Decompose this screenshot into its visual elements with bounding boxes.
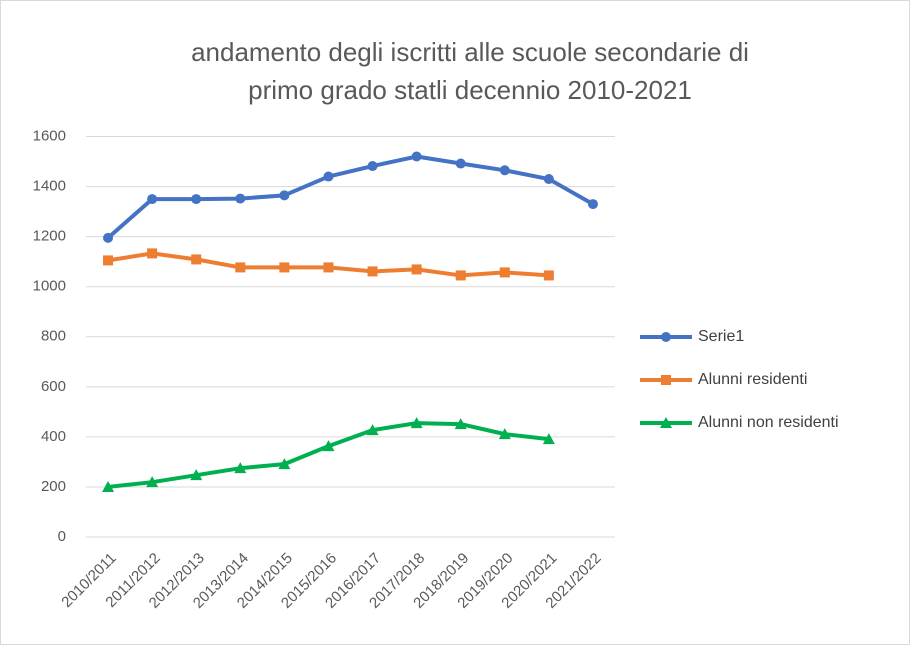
point — [587, 199, 598, 210]
point — [147, 194, 158, 205]
y-tick-label: 600 — [41, 378, 66, 395]
point — [499, 165, 510, 176]
legend-marker — [660, 417, 672, 428]
series-line — [106, 154, 594, 240]
point — [103, 232, 114, 243]
chart-title: primo grado statli decennio 2010-2021 — [248, 75, 692, 105]
point — [454, 418, 467, 430]
point — [323, 171, 334, 182]
point — [455, 158, 466, 169]
point — [542, 433, 555, 445]
y-tick-label: 200 — [41, 478, 66, 495]
legend-label: Alunni non residenti — [698, 414, 839, 431]
point — [411, 151, 422, 162]
point — [235, 193, 246, 204]
point — [147, 248, 158, 259]
point — [367, 161, 378, 172]
y-tick-label: 1200 — [33, 228, 66, 245]
point — [279, 190, 290, 201]
chart-title: andamento degli iscritti alle scuole sec… — [191, 37, 749, 67]
point — [543, 270, 554, 281]
point — [235, 262, 246, 273]
y-tick-label: 1000 — [33, 278, 66, 295]
point — [102, 480, 115, 492]
y-tick-label: 1600 — [33, 127, 66, 144]
point — [455, 270, 466, 281]
legend-marker — [661, 375, 671, 385]
point — [191, 254, 202, 265]
point — [367, 266, 378, 277]
point — [323, 262, 334, 273]
legend-label: Serie1 — [698, 328, 744, 345]
point — [499, 267, 510, 278]
point — [146, 476, 159, 488]
y-tick-label: 1400 — [33, 178, 66, 195]
y-tick-label: 400 — [41, 428, 66, 445]
y-tick-label: 0 — [58, 528, 66, 545]
point — [191, 194, 202, 205]
point — [366, 424, 379, 436]
point — [234, 462, 247, 474]
point — [498, 428, 511, 440]
point — [190, 469, 203, 481]
point — [411, 264, 422, 275]
legend-label: Alunni residenti — [698, 371, 807, 388]
point — [543, 174, 554, 185]
legend-marker — [661, 332, 671, 342]
point — [278, 458, 291, 470]
point — [322, 440, 335, 452]
y-tick-label: 800 — [41, 328, 66, 345]
point — [279, 262, 290, 273]
point — [103, 255, 114, 266]
point — [410, 417, 423, 429]
